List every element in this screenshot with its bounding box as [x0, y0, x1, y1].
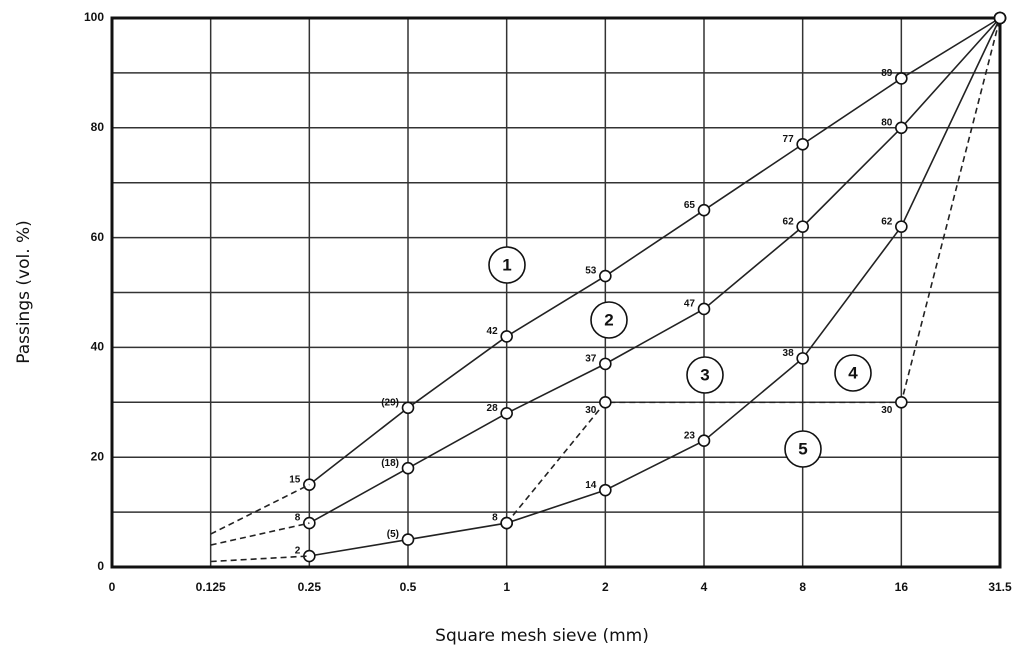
x-tick-label: 4: [701, 580, 708, 594]
grading-curve: [308, 17, 1001, 524]
curve-number: 4: [848, 363, 858, 382]
data-label: 28: [487, 403, 499, 414]
point-marker: [697, 302, 711, 316]
data-label: 47: [684, 299, 696, 310]
curve-number: 3: [700, 365, 709, 384]
point-marker: [599, 483, 612, 497]
data-label: 37: [585, 354, 597, 365]
x-tick-label: 0.25: [298, 580, 322, 594]
curve-number: 1: [502, 255, 511, 274]
y-axis-label: Passings (vol. %): [14, 220, 34, 364]
curve-number-circle: [834, 354, 872, 392]
point-marker: [993, 11, 1007, 25]
curve-number: 2: [604, 310, 613, 329]
x-tick-label: 0.125: [196, 580, 226, 594]
point-marker: [500, 406, 513, 420]
point-marker: [796, 352, 809, 365]
y-tick-label: 80: [91, 120, 105, 134]
curve-number-circle: [488, 246, 526, 284]
curve-number-circle: [686, 356, 724, 394]
data-label: (5): [387, 529, 399, 540]
curve-number: 5: [798, 439, 807, 458]
point-marker: [599, 269, 612, 283]
point-marker: [500, 330, 513, 343]
point-marker: [895, 121, 908, 135]
grading-curve: [210, 483, 310, 535]
point-marker: [796, 137, 809, 151]
data-label: 89: [881, 68, 893, 79]
point-marker: [697, 434, 711, 448]
data-label: (29): [381, 397, 399, 408]
y-tick-label: 100: [84, 10, 104, 24]
point-marker: [500, 516, 513, 530]
data-label: (18): [381, 458, 399, 469]
x-tick-label: 1: [503, 580, 510, 594]
x-tick-label: 0.5: [400, 580, 417, 594]
data-label: 14: [585, 480, 597, 491]
x-tick-label: 31.5: [988, 580, 1012, 594]
grading-curve: [309, 17, 1001, 557]
grading-curve: [308, 17, 1001, 486]
point-marker: [796, 220, 809, 233]
y-tick-label: 20: [91, 449, 105, 463]
y-tick-label: 0: [97, 559, 104, 573]
data-label: 23: [684, 430, 696, 441]
x-tick-label: 16: [895, 580, 909, 594]
data-label: 53: [585, 266, 597, 277]
point-marker: [401, 461, 415, 475]
point-marker: [895, 395, 908, 409]
x-axis-label: Square mesh sieve (mm): [435, 626, 649, 646]
data-label: 77: [783, 134, 795, 145]
grading-curve: [506, 17, 1001, 524]
point-marker: [599, 395, 612, 409]
point-marker: [401, 401, 415, 415]
plot-frame: [110, 16, 1002, 569]
data-label: 8: [295, 513, 301, 524]
grading-curve: [210, 522, 310, 546]
point-marker: [401, 533, 415, 546]
y-tick-label: 60: [91, 230, 105, 244]
point-marker: [895, 220, 908, 233]
point-marker: [697, 203, 711, 217]
data-label: 30: [585, 405, 597, 416]
x-tick-label: 8: [799, 580, 806, 594]
data-label: 65: [684, 200, 696, 211]
y-tick-label: 40: [91, 340, 105, 354]
data-label: 80: [881, 117, 893, 128]
point-marker: [599, 357, 612, 371]
data-label: 15: [289, 474, 301, 485]
curve-number-circle: [784, 430, 822, 468]
data-label: 42: [487, 326, 499, 337]
x-tick-label: 2: [602, 580, 609, 594]
data-label: 2: [295, 546, 301, 557]
data-label: 8: [492, 513, 498, 524]
data-label: 62: [783, 216, 795, 227]
data-label: 62: [881, 216, 893, 227]
curve-number-circle: [590, 301, 628, 339]
data-label: 30: [881, 405, 893, 416]
point-marker: [895, 72, 908, 85]
data-label: 38: [783, 348, 795, 359]
grading-curve: [210, 555, 310, 563]
x-tick-label: 0: [109, 580, 116, 594]
